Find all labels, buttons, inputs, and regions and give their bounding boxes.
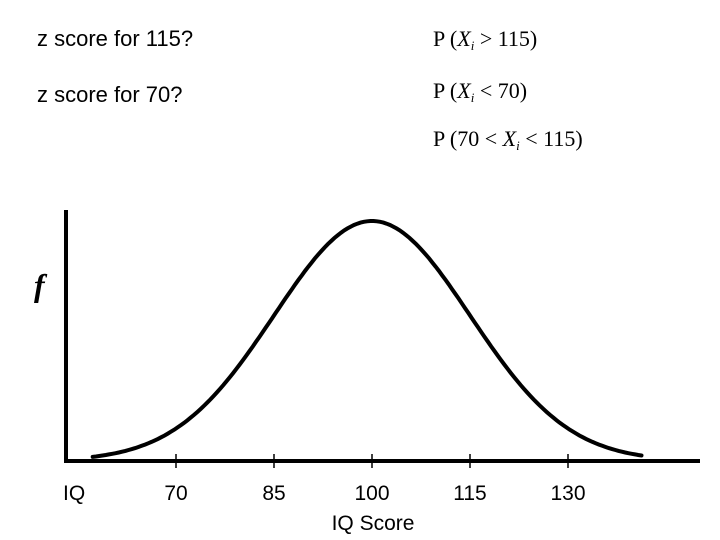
- prob-variable: X: [457, 78, 471, 103]
- bell-curve: [90, 219, 644, 459]
- prob-prefix: P (: [433, 26, 458, 51]
- probability-greater-115: P (Xi > 115): [433, 26, 537, 54]
- prob-subscript: i: [470, 38, 475, 53]
- tick-label: 115: [453, 482, 486, 505]
- prob-prefix: P (70 <: [433, 126, 503, 151]
- question-z-score-70: z score for 70?: [37, 82, 183, 107]
- question-z-score-115: z score for 115?: [37, 26, 194, 51]
- x-ticks: 70 85 100 115 130: [164, 454, 586, 505]
- prob-subscript: i: [516, 138, 520, 153]
- probability-between-70-115: P (70 < Xi < 115): [433, 126, 583, 154]
- prob-variable: X: [502, 126, 517, 151]
- prob-prefix: P (: [433, 78, 458, 103]
- tick-label: 85: [262, 482, 285, 505]
- prob-variable: X: [457, 26, 471, 51]
- tick-label: 130: [550, 482, 585, 505]
- tick-label: 100: [354, 482, 389, 505]
- probability-less-70: P (Xi < 70): [433, 78, 527, 106]
- prob-suffix: > 115): [474, 26, 538, 51]
- x-axis-title: IQ Score: [332, 512, 415, 535]
- tick-label: 70: [164, 482, 187, 505]
- prob-suffix: < 70): [474, 78, 528, 103]
- x-row-label: IQ: [63, 482, 85, 505]
- prob-suffix: < 115): [519, 126, 583, 151]
- prob-subscript: i: [470, 90, 475, 105]
- y-axis-label: f: [34, 267, 48, 303]
